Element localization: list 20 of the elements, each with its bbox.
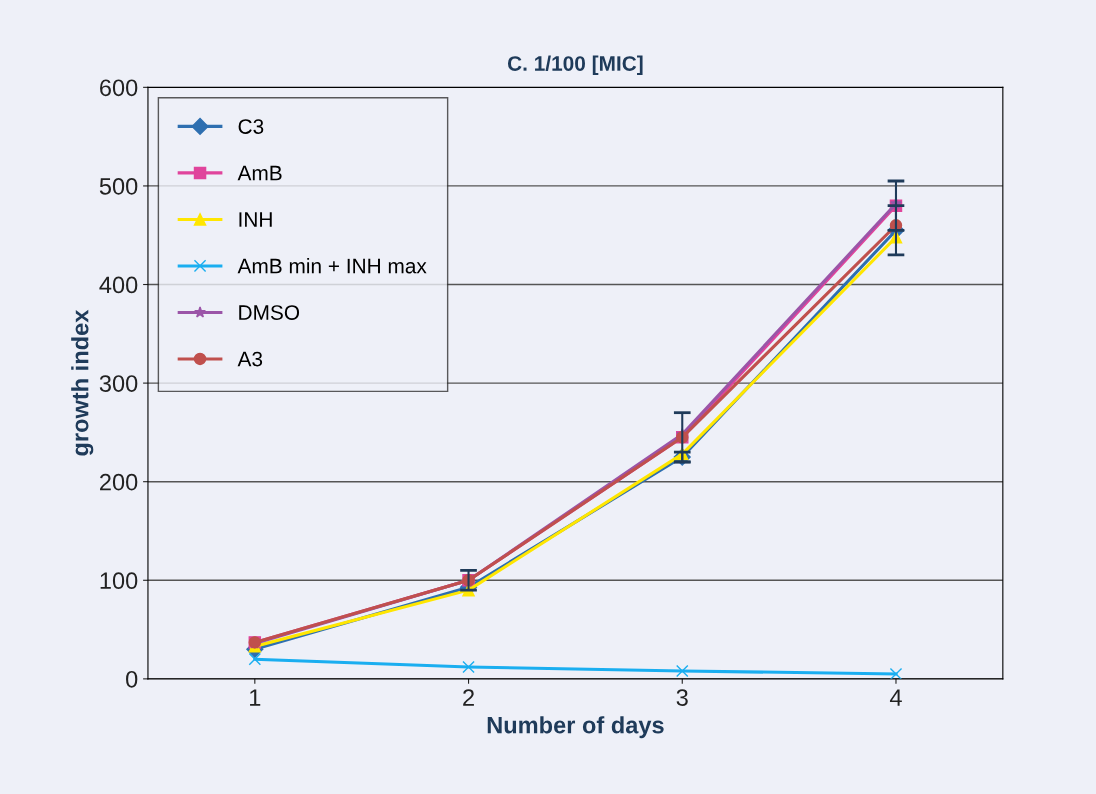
x-tick-label: 3	[676, 689, 688, 706]
legend-label: A3	[237, 351, 263, 367]
x-tick-label: 1	[250, 689, 261, 706]
x-axis-title: Number of days	[487, 716, 664, 739]
y-tick-label: 200	[100, 473, 138, 491]
y-tick-label: 400	[99, 276, 138, 294]
legend-label: AmB min + INH max	[237, 258, 427, 274]
y-tick-label: 100	[100, 572, 138, 590]
chart-title: C. 1/100 [MIC]	[507, 55, 643, 75]
y-tick-label: 600	[100, 79, 138, 97]
x-tick-label: 4	[889, 689, 902, 706]
y-tick-label: 0	[126, 670, 138, 688]
x-tick-label: 2	[463, 689, 474, 706]
y-axis-title: growth index	[71, 309, 94, 456]
legend-label: AmB	[237, 165, 282, 181]
legend-label: C3	[238, 119, 264, 134]
y-tick-label: 500	[99, 178, 138, 195]
legend-label: INH	[239, 212, 272, 227]
legend-label: DMSO	[239, 305, 300, 320]
y-tick-label: 300	[99, 375, 138, 392]
